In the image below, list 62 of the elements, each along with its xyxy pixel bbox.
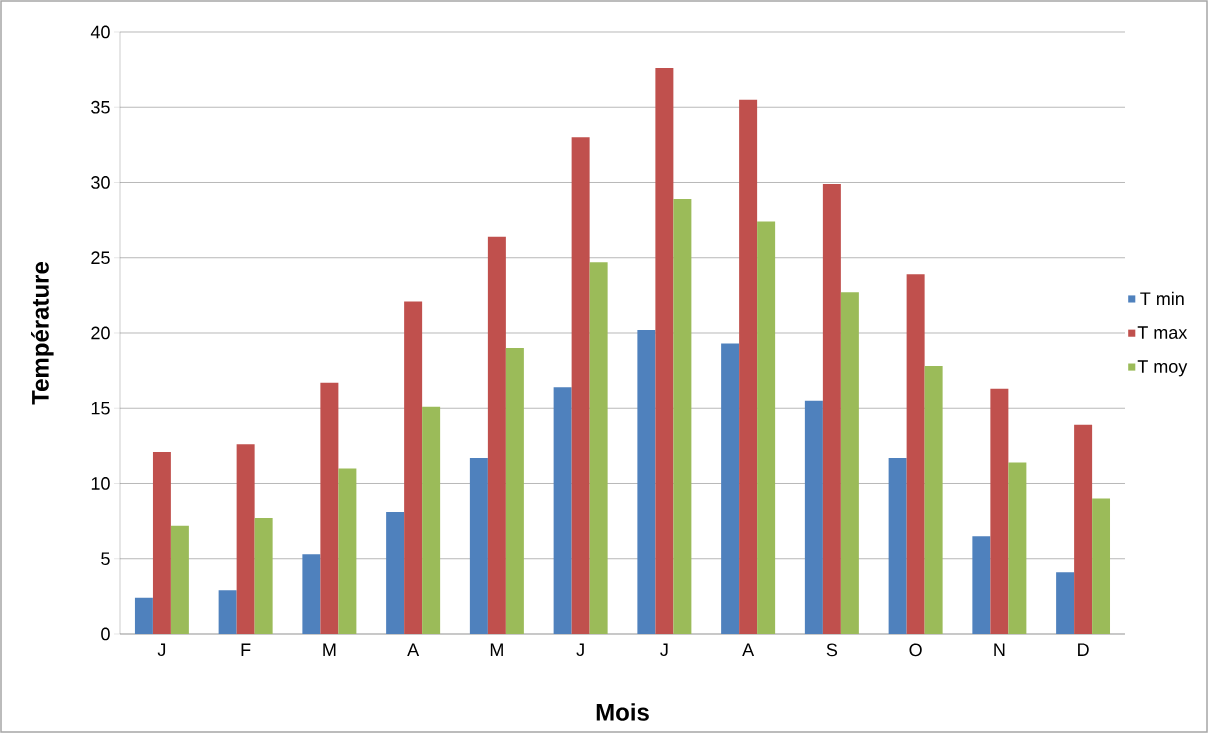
x-tick-label: F [241, 643, 251, 656]
bar [822, 184, 841, 634]
x-tick-label: O [909, 643, 922, 657]
bar [505, 348, 524, 634]
x-tick-label: M [490, 643, 503, 656]
y-tick-label: 40 [90, 25, 110, 39]
bar [906, 274, 925, 634]
bar [386, 512, 405, 634]
x-tick-label: A [742, 643, 755, 656]
x-tick-label: J [157, 643, 166, 657]
bar [571, 137, 590, 634]
x-tick-label: N [994, 643, 1005, 656]
legend-label: T max [1137, 326, 1188, 339]
bar [972, 536, 991, 634]
y-tick-label: 35 [91, 100, 110, 114]
x-tick-label: M [323, 643, 336, 656]
x-tick-label: A [407, 643, 420, 656]
bar [840, 292, 859, 634]
bar [673, 199, 692, 634]
bar [152, 451, 171, 634]
x-axis-title: Mois [596, 703, 649, 721]
bar [1056, 572, 1075, 634]
y-tick-label: 30 [91, 176, 110, 189]
y-tick-label: 20 [91, 326, 110, 340]
bar [422, 406, 441, 634]
bar [589, 262, 608, 634]
bar [888, 457, 907, 634]
bar [487, 236, 506, 634]
bar [469, 457, 488, 634]
bar [1008, 462, 1027, 634]
y-axis-title: Température [31, 262, 54, 405]
bar [990, 388, 1009, 634]
x-tick-label: J [576, 643, 584, 657]
bar [338, 468, 357, 634]
bar [170, 525, 189, 634]
x-tick-label: S [826, 643, 838, 657]
bar [739, 99, 758, 634]
bar [757, 221, 776, 634]
x-tick-label: J [660, 643, 668, 657]
bar [553, 387, 572, 634]
bar [1092, 498, 1111, 634]
bar [254, 518, 273, 634]
bar [236, 444, 255, 634]
legend-label: T min [1140, 291, 1184, 305]
bar [924, 366, 943, 634]
y-tick-label: 15 [91, 401, 110, 415]
bar [637, 329, 656, 634]
bar [1074, 424, 1093, 634]
bar [404, 301, 423, 634]
x-tick-label: D [1078, 643, 1089, 656]
bar [804, 400, 823, 634]
y-tick-label: 10 [91, 477, 110, 490]
y-tick-label: 0 [101, 627, 110, 641]
bar [721, 343, 740, 634]
bar [302, 554, 321, 634]
bar [218, 590, 237, 634]
legend-label: T moy [1137, 360, 1188, 377]
bar [655, 68, 674, 634]
bar [320, 382, 339, 634]
y-tick-label: 5 [101, 552, 110, 566]
y-tick-label: 25 [91, 251, 110, 265]
bar [134, 597, 153, 634]
